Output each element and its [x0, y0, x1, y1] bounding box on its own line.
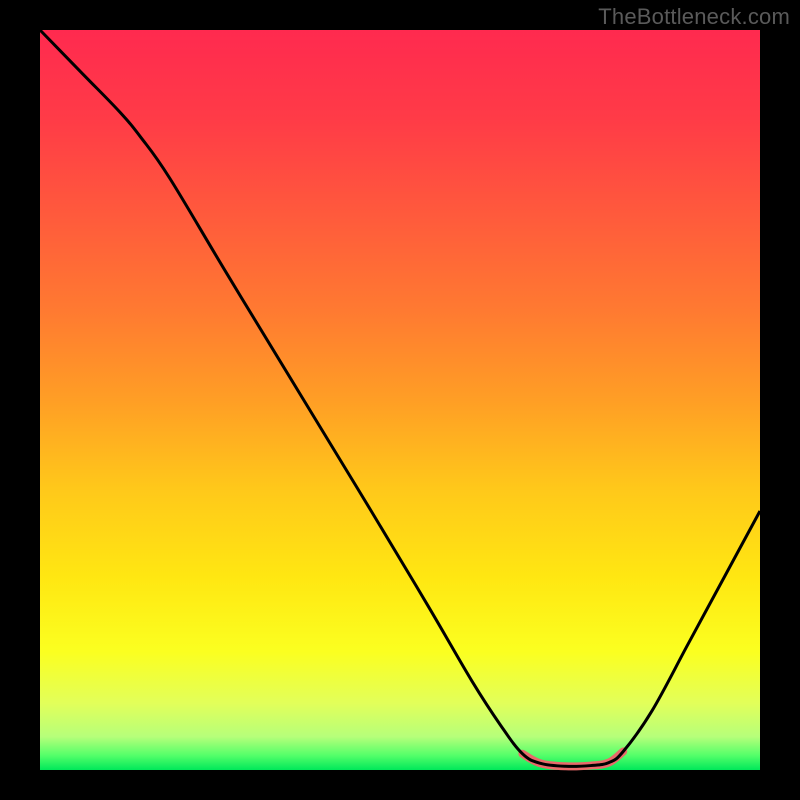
chart-container: TheBottleneck.com	[0, 0, 800, 800]
plot-background	[40, 30, 760, 770]
watermark-text: TheBottleneck.com	[598, 4, 790, 30]
bottleneck-chart	[0, 0, 800, 800]
